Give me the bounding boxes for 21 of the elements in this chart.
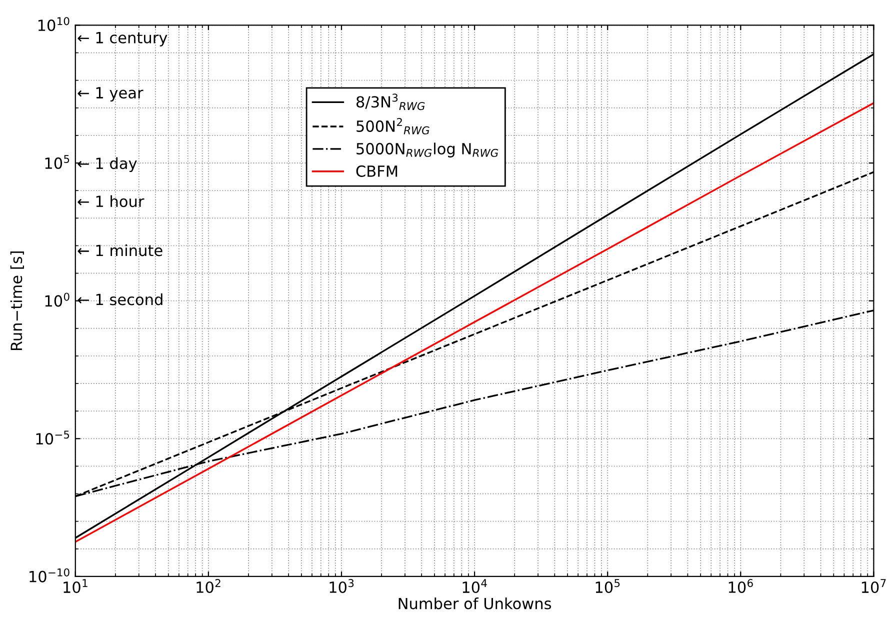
x-tick-label: 10$^{5}$ bbox=[596, 579, 620, 594]
x-tick-label: 10$^{6}$ bbox=[728, 579, 753, 594]
annotation: ← 1 hour bbox=[78, 195, 144, 208]
legend-label: 5000N$_{RWG}$log N$_{RWG}$ bbox=[356, 142, 498, 158]
y-axis-title: Run−time [s] bbox=[10, 251, 24, 350]
annotation: ← 1 second bbox=[78, 293, 162, 306]
x-tick-label: 10$^{2}$ bbox=[196, 579, 220, 594]
y-tick-label: 10$^{0}$ bbox=[45, 292, 70, 307]
annotation: ← 1 minute bbox=[78, 244, 162, 256]
annotation: ← 1 year bbox=[78, 87, 144, 102]
x-tick-label: 10$^{3}$ bbox=[330, 579, 354, 594]
y-tick-label: 10$^{5}$ bbox=[45, 155, 70, 169]
x-tick-label: 10$^{7}$ bbox=[862, 579, 886, 594]
y-tick-label: 10$^{10}$ bbox=[38, 17, 70, 32]
legend-label: 500N$^{2}$$_{RWG}$ bbox=[356, 118, 430, 134]
x-tick-label: 10$^{4}$ bbox=[462, 579, 487, 594]
x-axis-title: Number of Unkowns bbox=[398, 597, 552, 610]
legend-label: CBFM bbox=[356, 165, 398, 177]
y-tick-label: 10$^{−5}$ bbox=[36, 430, 70, 445]
annotation: ← 1 century bbox=[78, 32, 168, 46]
legend-label: 8/3N$^{3}$$_{RWG}$ bbox=[356, 94, 425, 110]
